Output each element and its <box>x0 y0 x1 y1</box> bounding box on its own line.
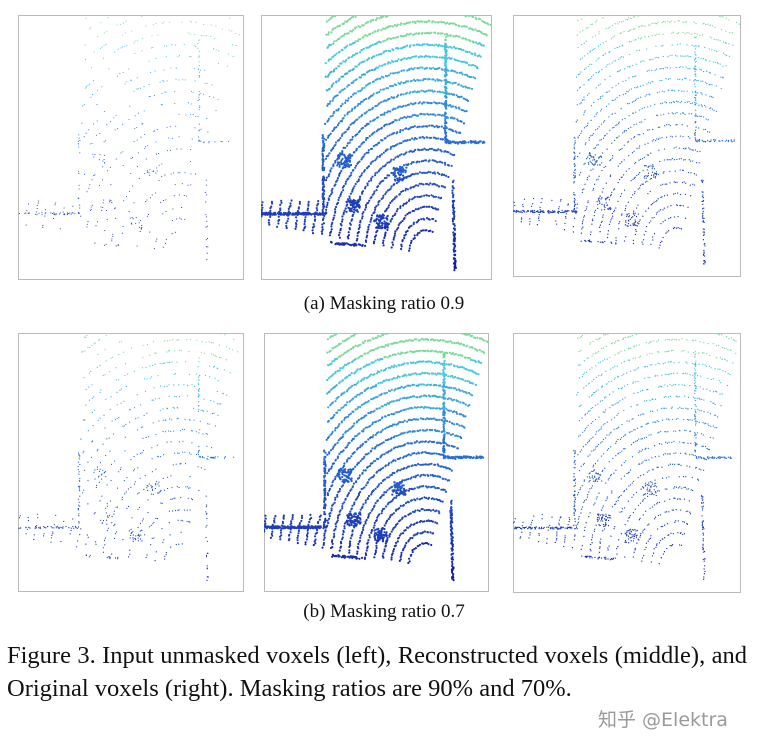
panel-border <box>264 333 489 592</box>
voxel-points <box>578 410 719 438</box>
voxel-points <box>322 461 453 490</box>
original-voxels-b <box>513 333 741 593</box>
watermark: 知乎 @Elektra <box>598 705 728 732</box>
reconstructed-voxels-b <box>264 333 489 592</box>
voxel-points <box>82 94 219 121</box>
panel-border <box>513 333 741 593</box>
panel-border <box>261 15 492 280</box>
subfigure-caption: (a) Masking ratio 0.9 <box>303 293 465 314</box>
voxel-points <box>84 42 237 69</box>
panel-border <box>18 15 244 280</box>
voxel-points <box>513 197 705 226</box>
voxel-points <box>326 93 470 122</box>
voxel-points <box>536 224 706 252</box>
voxel-points <box>83 359 231 386</box>
voxel-points <box>573 171 705 199</box>
voxel-points <box>573 145 701 173</box>
panel-border <box>18 333 244 592</box>
voxel-points <box>450 566 455 582</box>
voxel-points <box>541 488 705 516</box>
voxel-points <box>513 514 705 542</box>
voxel-points <box>575 66 724 95</box>
voxel-points <box>84 67 213 95</box>
voxel-points <box>326 333 489 360</box>
voxel-points <box>452 253 458 272</box>
voxel-points <box>702 251 706 265</box>
panel-border <box>513 15 741 277</box>
voxel-points <box>264 513 454 542</box>
voxel-points <box>50 539 209 567</box>
voxel-points <box>576 15 741 42</box>
voxel-points <box>326 357 483 386</box>
voxel-points <box>578 358 734 386</box>
input-voxels-b <box>18 333 244 592</box>
voxel-points <box>573 119 735 147</box>
reconstructed-voxels-a <box>261 15 492 280</box>
subfigure-caption: (b) Masking ratio 0.7 <box>303 601 465 622</box>
voxel-points <box>324 40 485 70</box>
voxel-points <box>77 147 192 175</box>
voxel-points <box>77 173 208 201</box>
voxel-points <box>296 539 455 568</box>
voxel-points <box>81 333 239 359</box>
voxel-points <box>85 15 240 42</box>
voxel-points <box>573 436 732 464</box>
voxel-points <box>322 435 485 464</box>
original-voxels-a <box>513 15 741 277</box>
voxel-points <box>18 200 208 228</box>
voxel-points <box>326 409 467 438</box>
voxel-points <box>577 333 737 359</box>
voxel-points <box>703 568 706 580</box>
voxel-points <box>326 383 477 412</box>
voxel-points <box>261 199 456 228</box>
voxel-points <box>285 225 457 253</box>
voxel-points <box>206 567 209 581</box>
voxel-points <box>18 514 208 541</box>
voxel-points <box>325 15 492 43</box>
voxel-points <box>537 540 706 567</box>
voxel-points <box>77 462 206 489</box>
voxel-points <box>85 384 228 411</box>
voxel-points <box>42 226 209 254</box>
figure-caption: Figure 3. Input unmasked voxels (left), … <box>7 642 747 702</box>
voxel-points <box>321 146 456 176</box>
voxel-points <box>321 172 455 202</box>
voxel-points <box>577 40 734 69</box>
voxel-points <box>576 384 729 412</box>
voxel-points <box>36 487 208 515</box>
voxel-points <box>324 66 479 96</box>
input-voxels-a <box>18 15 244 280</box>
voxel-points <box>321 120 486 149</box>
voxel-points <box>322 487 454 516</box>
voxel-points <box>83 410 219 436</box>
voxel-points <box>573 462 705 490</box>
voxel-points <box>77 436 235 463</box>
voxel-points <box>77 120 230 148</box>
voxel-points <box>576 93 718 121</box>
